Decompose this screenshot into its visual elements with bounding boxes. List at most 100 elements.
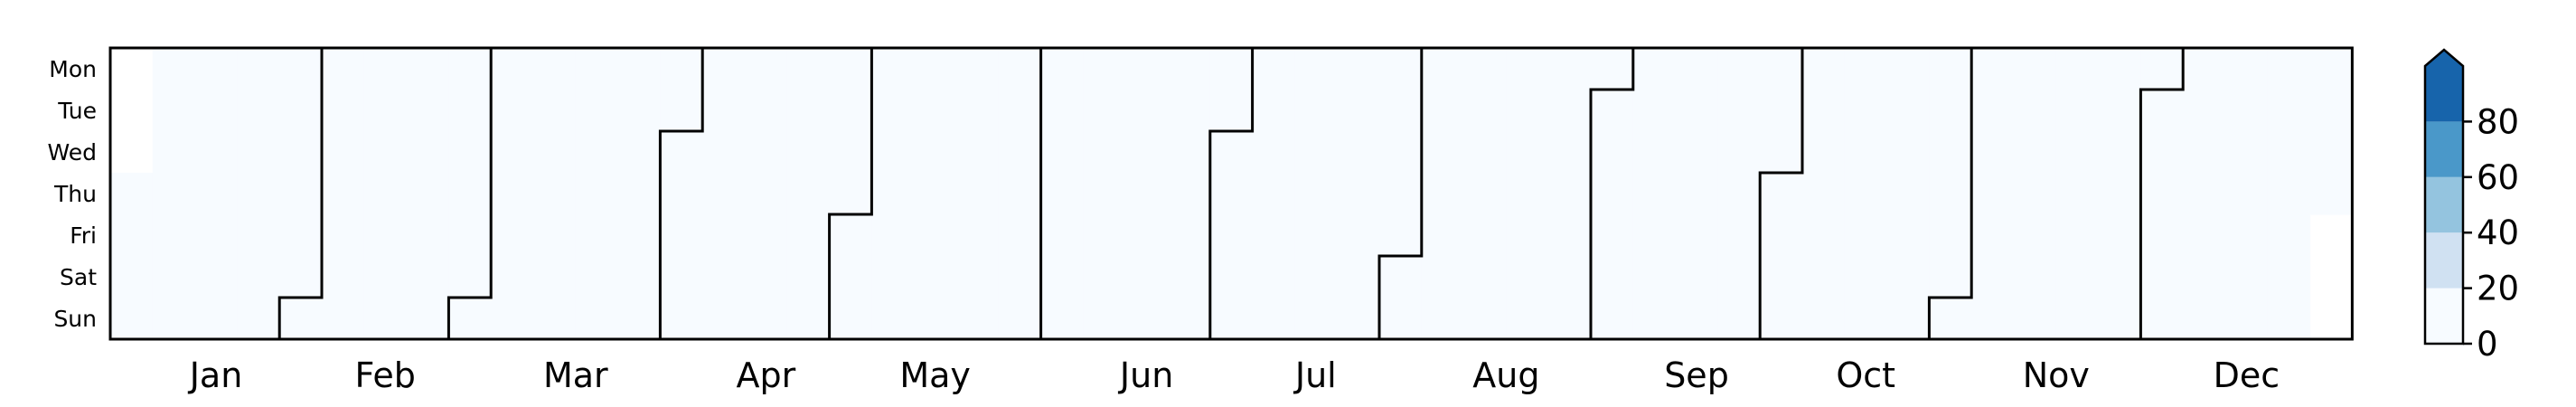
heatmap-cell <box>491 131 534 174</box>
heatmap-cell <box>998 90 1042 132</box>
heatmap-cell <box>1717 214 1761 257</box>
month-label: Mar <box>543 355 608 395</box>
heatmap-cell <box>1125 256 1169 298</box>
heatmap-cell <box>1591 173 1634 215</box>
heatmap-cell <box>533 173 577 215</box>
heatmap-cell <box>1083 131 1126 174</box>
heatmap-cell <box>660 173 703 215</box>
heatmap-cell <box>1675 214 1718 257</box>
heatmap-cell <box>1760 173 1803 215</box>
heatmap-cell <box>871 298 915 340</box>
colorbar-segment <box>2425 176 2463 233</box>
heatmap-cell <box>194 256 238 298</box>
heatmap-cell <box>1548 256 1592 298</box>
heatmap-cell <box>1125 131 1169 174</box>
heatmap-cell <box>871 173 915 215</box>
heatmap-cell <box>1760 298 1803 340</box>
month-boundary <box>1377 48 1424 339</box>
heatmap-cell <box>998 214 1042 257</box>
heatmap-cell <box>871 90 915 132</box>
heatmap-cell <box>617 214 661 257</box>
heatmap-cell <box>829 214 872 257</box>
heatmap-cell <box>575 131 619 174</box>
heatmap-cell <box>617 256 661 298</box>
heatmap-cell <box>1209 173 1254 215</box>
heatmap-cell <box>237 214 280 257</box>
heatmap-cell <box>1337 90 1380 132</box>
heatmap-cell <box>2267 90 2311 132</box>
weekday-label: Sat <box>60 264 97 290</box>
heatmap-cell <box>322 173 365 215</box>
heatmap-cell <box>914 256 957 298</box>
colorbar-outline <box>2423 48 2465 345</box>
heatmap-cell <box>1632 214 1677 257</box>
heatmap-cell <box>1252 48 1295 90</box>
heatmap-cell <box>2309 48 2353 90</box>
heatmap-cell <box>1802 256 1846 298</box>
heatmap-cell <box>1463 90 1507 132</box>
heatmap-cell <box>2098 214 2141 257</box>
heatmap-cell <box>1632 90 1677 132</box>
heatmap-cell <box>110 214 154 257</box>
heatmap-cell <box>2309 131 2353 174</box>
heatmap-cell <box>871 48 915 90</box>
heatmap-cell <box>702 131 746 174</box>
heatmap-cell <box>786 90 831 132</box>
heatmap-cell <box>1083 48 1126 90</box>
heatmap-cell <box>1802 48 1846 90</box>
heatmap-cell <box>575 173 619 215</box>
heatmap-cell <box>1040 214 1084 257</box>
heatmap-cell <box>1760 256 1803 298</box>
heatmap-cell <box>322 48 365 90</box>
heatmap-cell <box>237 173 280 215</box>
heatmap-cell <box>2183 256 2226 298</box>
heatmap-cell <box>871 131 915 174</box>
heatmap-cell <box>660 131 703 174</box>
heatmap-cell <box>2140 90 2184 132</box>
heatmap-cell <box>2309 173 2353 215</box>
heatmap-cell <box>1168 214 1211 257</box>
heatmap-cell <box>110 173 154 215</box>
heatmap-cell <box>194 48 238 90</box>
month-label: Dec <box>2214 355 2280 395</box>
heatmap-cell <box>1252 173 1295 215</box>
weekday-label: Tue <box>57 98 97 124</box>
heatmap-cell <box>745 298 788 340</box>
heatmap-cell <box>1294 256 1338 298</box>
heatmap-cell <box>1168 131 1211 174</box>
heatmap-cell <box>1421 90 1465 132</box>
heatmap-cell <box>1971 214 2015 257</box>
heatmap-cell <box>1463 131 1507 174</box>
heatmap-cell <box>279 298 323 340</box>
month-label: Sep <box>1664 355 1729 395</box>
heatmap-cell <box>575 214 619 257</box>
heatmap-cell <box>1463 214 1507 257</box>
heatmap-cell <box>2140 214 2184 257</box>
heatmap-cell <box>786 298 831 340</box>
heatmap-cell <box>1252 214 1295 257</box>
heatmap-cell <box>110 298 154 340</box>
heatmap-cell <box>575 298 619 340</box>
heatmap-cell <box>1844 48 1888 90</box>
heatmap-cell <box>871 256 915 298</box>
heatmap-cell <box>702 298 746 340</box>
heatmap-cell <box>1591 90 1634 132</box>
heatmap-cell <box>1506 48 1549 90</box>
heatmap-cell <box>829 131 872 174</box>
heatmap-cell <box>237 48 280 90</box>
heatmap-cell <box>448 173 492 215</box>
heatmap-cell <box>998 131 1042 174</box>
heatmap-cell <box>1379 48 1423 90</box>
heatmap-cell <box>1421 298 1465 340</box>
heatmap-cell <box>1591 131 1634 174</box>
heatmap-cell <box>279 90 323 132</box>
heatmap-cell <box>956 214 1000 257</box>
month-label: Oct <box>1836 355 1895 395</box>
heatmap-cell <box>914 90 957 132</box>
heatmap-cell <box>1802 90 1846 132</box>
heatmap-cell <box>279 173 323 215</box>
heatmap-cell <box>533 131 577 174</box>
heatmap-cell <box>1886 90 1930 132</box>
heatmap-cell <box>533 90 577 132</box>
heatmap-cell <box>2098 131 2141 174</box>
